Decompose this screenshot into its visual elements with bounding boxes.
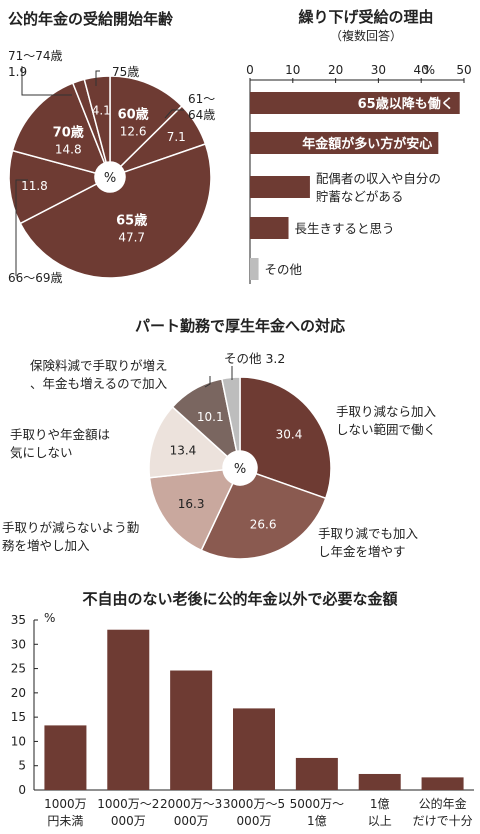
pie2-label-5: その他 3.2 xyxy=(224,351,285,366)
pie1-label-61-64a: 61～ xyxy=(188,92,215,106)
chart3-title: パート勤務で厚生年金への対応 xyxy=(135,317,345,335)
pie2-leader-1 xyxy=(204,376,211,388)
hbar-unit: % xyxy=(424,63,435,77)
pie2-label-1-line1: 手取り減でも加入 xyxy=(318,526,419,541)
hbar-plot: 0 10 20 30 40 50% 65歳以降も働く年金額が多い方が安心配偶者の収入や自分の… xyxy=(246,63,472,284)
pie2-label-4-line2: 、年金も増えるので加入 xyxy=(30,376,168,391)
vbar-ytick-5: 25 xyxy=(11,662,26,676)
vbar-xtick-1-line2: 000万 xyxy=(111,814,146,828)
pie1-leader-lines xyxy=(15,66,184,276)
vbar-xtick-4-line1: 5000万～ xyxy=(290,797,345,811)
pie1-center-label: % xyxy=(104,171,116,186)
hbar-label-0: 65歳以降も働く xyxy=(358,96,454,112)
vbar-ytick-6: 30 xyxy=(11,637,26,651)
hbar-bar-1 xyxy=(250,132,439,154)
pie1-slice-value-0: 12.6 xyxy=(120,125,147,139)
hbar-tick-4: 40 xyxy=(414,63,429,77)
hbar-tick-3: 30 xyxy=(371,63,386,77)
vbar-bar-5 xyxy=(358,773,401,790)
pie2-label-3-line2: 気にしない xyxy=(10,445,73,460)
chart2-title: 繰り下げ受給の理由 xyxy=(298,8,433,26)
pie2-label-2-line2: 務を増やし加入 xyxy=(2,538,90,553)
hbar-label-1: 年金額が多い方が安心 xyxy=(302,136,432,152)
pie1-slice-value-6: 4.1 xyxy=(92,104,111,118)
chart2-subtitle: （複数回答） xyxy=(330,28,402,43)
pie1-slice-value-2: 47.7 xyxy=(118,231,145,245)
vbar-ytick-2: 10 xyxy=(11,734,26,748)
chart4-title: 不自由のない老後に公的年金以外で必要な金額 xyxy=(82,590,397,608)
pie2-slice-value-1: 26.6 xyxy=(250,517,277,531)
vbar-xtick-5-line2: 以上 xyxy=(368,814,392,828)
vbar-xtick-0-line2: 円未満 xyxy=(47,814,83,828)
pie2-label-2-line1: 手取りが減らないよう勤 xyxy=(2,520,139,535)
vbar-xtick-2-line1: 2000万～3 xyxy=(160,797,222,811)
vbar-ytick-4: 20 xyxy=(11,686,26,700)
hbar-label-2-line1: 配偶者の収入や自分の xyxy=(316,171,441,186)
hbar-tick-1: 10 xyxy=(285,63,300,77)
pie2-slice-value-0: 30.4 xyxy=(276,427,303,441)
pie1-value-71-74: 1.9 xyxy=(8,65,27,79)
hbar-tick-0: 0 xyxy=(246,63,254,77)
pie1-hole xyxy=(94,161,126,193)
pie1-label-71-74: 71～74歳 xyxy=(8,49,63,63)
vbar-xtick-6-line1: 公的年金 xyxy=(419,796,467,811)
pie1-slice-name-2: 65歳 xyxy=(116,213,147,229)
vbar-xtick-3-line2: 000万 xyxy=(237,814,272,828)
pie2-slice-value-4: 10.1 xyxy=(197,410,224,424)
vbar-bar-0 xyxy=(44,725,87,790)
hbar-bar-0 xyxy=(250,92,460,114)
pie1-slice-value-1: 7.1 xyxy=(167,130,186,144)
vbar-xtick-6-line2: だけで十分 xyxy=(413,814,473,828)
pie2-label-4-line1: 保険料減で手取りが増え xyxy=(30,358,168,373)
vbar-ytick-7: 35 xyxy=(11,613,26,627)
hbar-tick-5: 50 xyxy=(456,63,471,77)
pie1-plot: 60歳 12.6 7.1 65歳 47.7 11.8 70歳 14.8 4.1 xyxy=(8,75,212,279)
pie1-slice-name-0: 60歳 xyxy=(118,107,149,123)
pie2-label-0-line1: 手取り減なら加入 xyxy=(336,404,437,419)
hbar-bar-2 xyxy=(250,176,310,198)
pie1-label-66-69: 66～69歳 xyxy=(8,271,63,285)
vbar-xtick-1-line1: 1000万～2 xyxy=(97,797,159,811)
pie2-label-0-line2: しない範囲で働く xyxy=(336,422,436,437)
vbar-xtick-4-line2: 1億 xyxy=(307,814,327,828)
hbar-label-2-line2: 貯蓄などがある xyxy=(316,189,404,204)
pie1-slice-name-4: 70歳 xyxy=(53,125,84,141)
pie2-hole xyxy=(223,451,257,485)
pie2-label-1-line2: し年金を増やす xyxy=(318,544,406,559)
pie1-slice-value-3: 11.8 xyxy=(21,179,48,193)
pie2-center-label: % xyxy=(234,462,246,477)
vbar-bar-1 xyxy=(107,629,150,790)
vbar-bar-3 xyxy=(233,708,275,790)
hbar-label-4: その他 xyxy=(265,262,303,277)
vbar-xtick-2-line2: 000万 xyxy=(174,814,209,828)
pie2-slice-value-2: 16.3 xyxy=(178,497,205,511)
pie2-plot: 30.4 26.6 16.3 13.4 10.1 xyxy=(148,376,332,560)
vbar-ytick-0: 0 xyxy=(18,783,26,797)
vbar-ytick-1: 5 xyxy=(18,759,26,773)
pie1-label-61-64b: 64歳 xyxy=(188,108,215,122)
pie2-label-3-line1: 手取りや年金額は xyxy=(10,427,110,442)
vbar-bar-2 xyxy=(170,670,213,790)
vbar-bar-6 xyxy=(421,777,464,790)
pie2-slice-value-3: 13.4 xyxy=(170,443,197,457)
hbar-label-3: 長生きすると思う xyxy=(295,221,395,236)
vbar-bar-4 xyxy=(295,757,338,790)
vbar-xtick-0-line1: 1000万 xyxy=(44,797,87,811)
vbar-xtick-3-line1: 3000万～5 xyxy=(223,797,285,811)
hbar-tick-2: 20 xyxy=(328,63,343,77)
hbar-bar-4 xyxy=(250,258,259,280)
chart1-title: 公的年金の受給開始年齢 xyxy=(8,10,174,28)
hbar-bar-3 xyxy=(250,217,289,239)
chart4-unit: % xyxy=(44,611,55,625)
vbar-xtick-5-line1: 1億 xyxy=(370,797,390,811)
vbar-ytick-3: 15 xyxy=(11,710,26,724)
pie1-slice-value-4: 14.8 xyxy=(55,143,82,157)
pie1-label-75: 75歳 xyxy=(112,65,139,79)
